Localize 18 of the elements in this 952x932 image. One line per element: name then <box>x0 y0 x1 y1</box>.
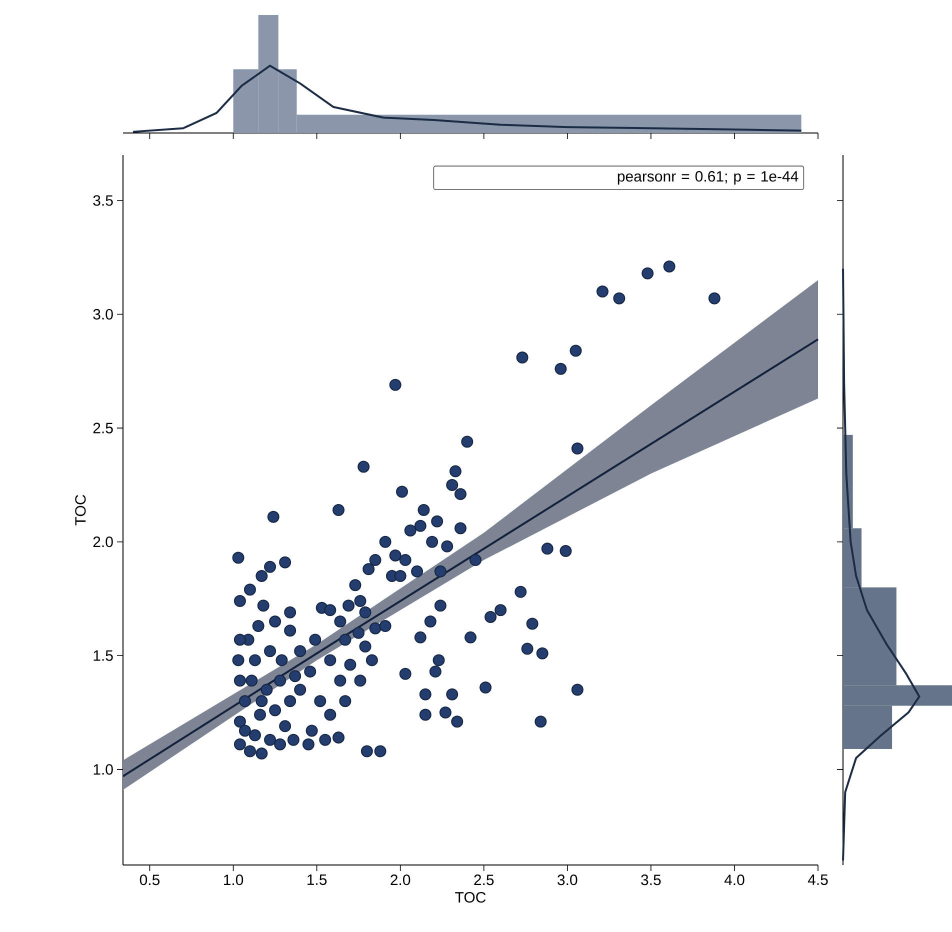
x-tick-label: 1.0 <box>224 874 244 886</box>
y-tick-label: 3.0 <box>93 308 113 320</box>
x-tick-label: 2.5 <box>474 874 494 886</box>
annotation: pearsonr = 0.61; p = 1e-44 <box>618 171 798 185</box>
x-tick-label: 3.5 <box>641 874 661 886</box>
x-tick-label: 1.5 <box>308 874 327 885</box>
y-tick-label: 2.0 <box>93 536 113 548</box>
y-tick-label: 1.0 <box>94 764 113 775</box>
y-tick-label: 2.5 <box>93 422 113 434</box>
x-tick-label: 4.0 <box>724 874 744 886</box>
x-tick-label: 0.5 <box>140 874 160 886</box>
y-tick-label: 1.5 <box>94 650 113 661</box>
x-tick-label: 4.5 <box>808 874 828 885</box>
x-axis-title: TOC <box>455 892 486 903</box>
x-tick-label: 3.0 <box>558 874 578 886</box>
y-axis-title: TOC <box>75 494 86 526</box>
y-tick-label: 3.5 <box>93 195 113 206</box>
x-tick-label: 2.0 <box>390 874 410 886</box>
